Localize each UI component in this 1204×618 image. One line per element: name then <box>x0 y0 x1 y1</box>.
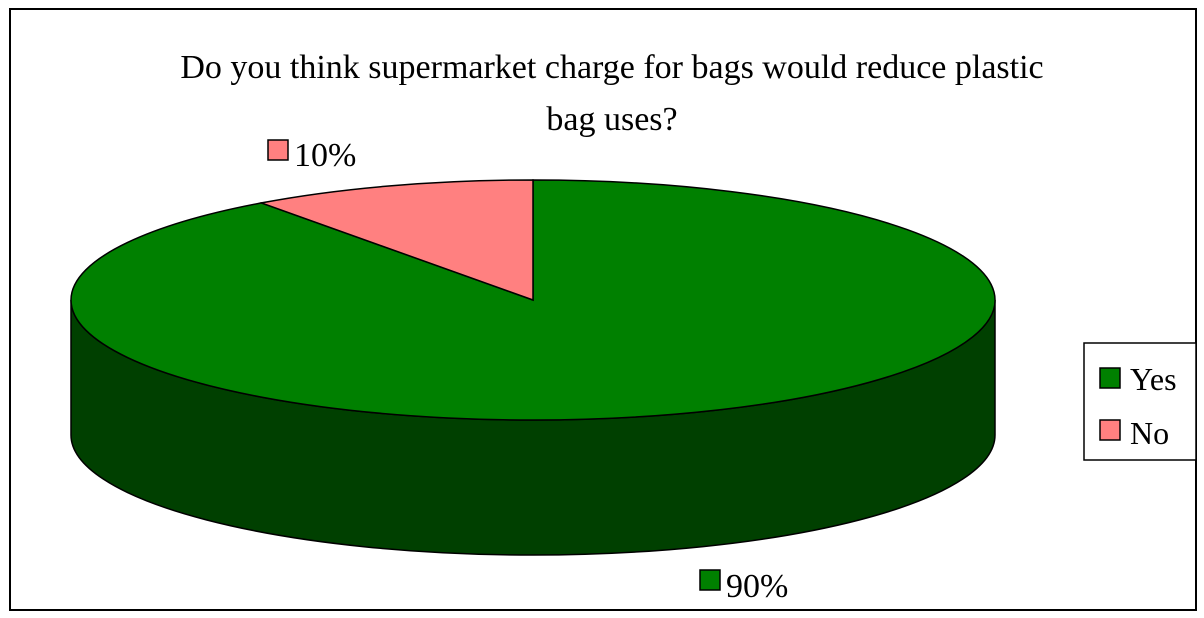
pie-slice-no <box>258 179 534 302</box>
slice-label-yes: 90% <box>726 568 788 605</box>
slice-label-swatch-no <box>267 139 289 161</box>
slice-label-swatch-yes <box>699 569 721 591</box>
slice-label-no: 10% <box>294 137 356 174</box>
legend-label-no: No <box>1130 415 1169 451</box>
chart-title-line-2: bag uses? <box>546 101 677 138</box>
legend-swatch-yes <box>1099 367 1121 389</box>
pie-top-faces <box>70 179 996 421</box>
legend-swatch-no <box>1099 419 1121 441</box>
chart-title-line-1: Do you think supermarket charge for bags… <box>180 49 1043 86</box>
legend-label-yes: Yes <box>1130 361 1177 397</box>
legend: Yes No <box>1083 342 1197 461</box>
